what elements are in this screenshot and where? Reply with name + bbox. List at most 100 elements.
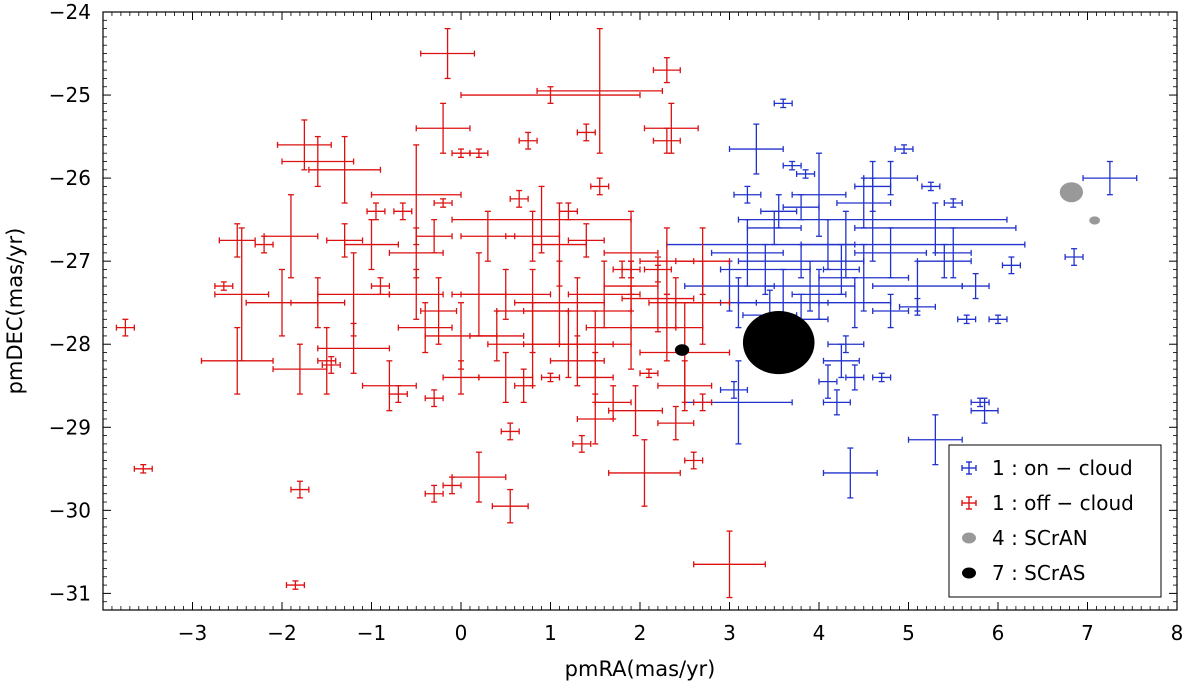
data-point — [822, 447, 878, 499]
y-axis: −31 −30 −29 −28 −27 −26 −25 −24 — [49, 0, 1177, 611]
data-point — [643, 102, 699, 154]
data-point — [214, 281, 234, 291]
data-point — [393, 202, 413, 221]
data-point — [133, 464, 153, 474]
data-point — [782, 160, 802, 171]
data-point — [827, 335, 865, 354]
data-point — [822, 343, 860, 379]
legend-box — [948, 444, 1162, 598]
data-point — [957, 314, 977, 325]
data-point — [1064, 248, 1084, 266]
data-point — [894, 144, 914, 154]
data-point — [845, 364, 865, 391]
data-point — [567, 223, 605, 258]
data-point — [791, 152, 847, 237]
series-2 — [1059, 182, 1101, 225]
data-point — [612, 260, 632, 279]
data-point — [451, 185, 632, 254]
data-point — [460, 268, 552, 320]
data-point — [576, 123, 596, 142]
series-0 — [666, 98, 1138, 499]
data-point — [326, 223, 364, 258]
data-point — [742, 311, 815, 375]
data-point — [469, 310, 525, 362]
data-point — [970, 397, 999, 424]
data-point — [290, 480, 310, 499]
data-point — [961, 272, 990, 300]
data-point — [290, 277, 346, 329]
legend-marker-on-cloud — [961, 461, 977, 475]
data-point — [970, 397, 990, 408]
data-point — [1089, 216, 1101, 225]
legend-item-off-cloud: 1 : off − cloud — [961, 491, 1134, 515]
legend-marker-scras — [962, 567, 976, 579]
x-tick-label: 7 — [1081, 621, 1094, 645]
legend-label-on-cloud: 1 : on − cloud — [992, 456, 1133, 480]
y-tick-label: −24 — [49, 0, 91, 24]
data-point — [433, 198, 453, 208]
data-point — [317, 326, 337, 395]
y-tick-label: −30 — [49, 498, 91, 522]
data-point — [576, 393, 614, 445]
y-tick-label: −27 — [49, 249, 91, 273]
y-tick-label: −29 — [49, 415, 91, 439]
x-tick-label: 5 — [902, 621, 915, 645]
data-point — [415, 102, 471, 154]
data-point — [321, 356, 341, 374]
data-point — [276, 119, 332, 171]
data-point — [898, 297, 936, 316]
data-point — [643, 256, 672, 283]
x-tick-label: −3 — [178, 621, 207, 645]
y-axis-label: pmDEC(mas/yr) — [3, 228, 27, 395]
data-point — [263, 194, 319, 279]
series-3 — [674, 311, 815, 375]
y-tick-label: −28 — [49, 332, 91, 356]
data-point — [943, 198, 963, 208]
data-point — [733, 185, 762, 204]
x-tick-label: 8 — [1171, 621, 1184, 645]
data-point — [1082, 160, 1138, 196]
data-point — [652, 57, 681, 84]
legend-label-scras: 7 : SCrAS — [992, 561, 1085, 585]
data-point — [674, 344, 690, 356]
data-point — [491, 488, 529, 524]
x-tick-label: 3 — [723, 621, 736, 645]
data-point — [200, 326, 274, 395]
data-point — [608, 385, 664, 437]
data-point — [916, 243, 972, 279]
x-tick-label: 2 — [634, 621, 647, 645]
data-point — [424, 484, 444, 503]
data-point — [693, 530, 766, 599]
legend-label-off-cloud: 1 : off − cloud — [992, 491, 1134, 515]
data-point — [343, 218, 400, 271]
data-point — [728, 123, 784, 175]
x-tick-label: 0 — [455, 621, 468, 645]
legend: 1 : on − cloud 1 : off − cloud 4 : SCrAN… — [948, 444, 1162, 598]
data-point — [760, 194, 798, 229]
data-point — [115, 318, 135, 337]
data-point — [1001, 256, 1022, 275]
y-tick-label: −26 — [49, 166, 91, 190]
data-point — [988, 314, 1008, 325]
data-point — [800, 218, 856, 271]
series-1 — [115, 27, 766, 599]
data-point — [361, 360, 417, 412]
data-point — [442, 360, 480, 395]
legend-item-scras: 7 : SCrAS — [962, 561, 1085, 585]
data-point — [934, 227, 972, 279]
data-point — [719, 380, 749, 399]
legend-item-scran: 4 : SCrAN — [962, 526, 1088, 550]
data-point — [397, 302, 453, 354]
data-point — [370, 277, 391, 296]
data-point — [388, 385, 408, 404]
data-point — [509, 189, 529, 208]
data-point — [518, 131, 538, 150]
data-point — [657, 405, 695, 441]
data-point — [540, 372, 561, 383]
data-point — [572, 434, 592, 453]
data-point — [420, 27, 476, 80]
data-point — [693, 393, 713, 412]
data-point — [214, 227, 270, 362]
data-point — [536, 27, 664, 154]
